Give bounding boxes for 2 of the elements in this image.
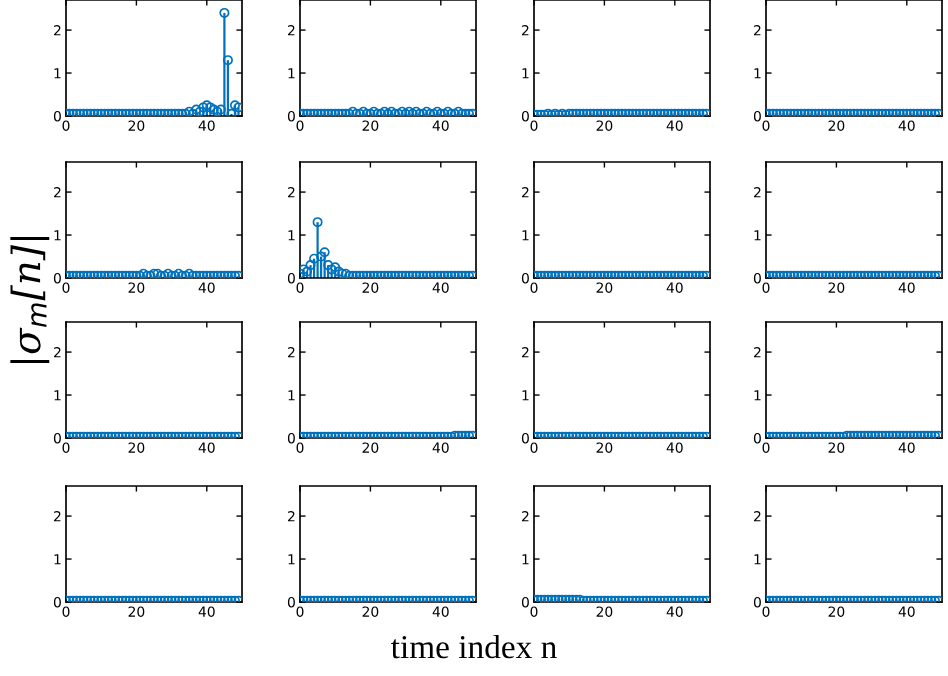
y-axis-title: |σ$_{m}$[n]|	[10, 236, 50, 364]
x-axis-title: time index n	[391, 634, 557, 659]
